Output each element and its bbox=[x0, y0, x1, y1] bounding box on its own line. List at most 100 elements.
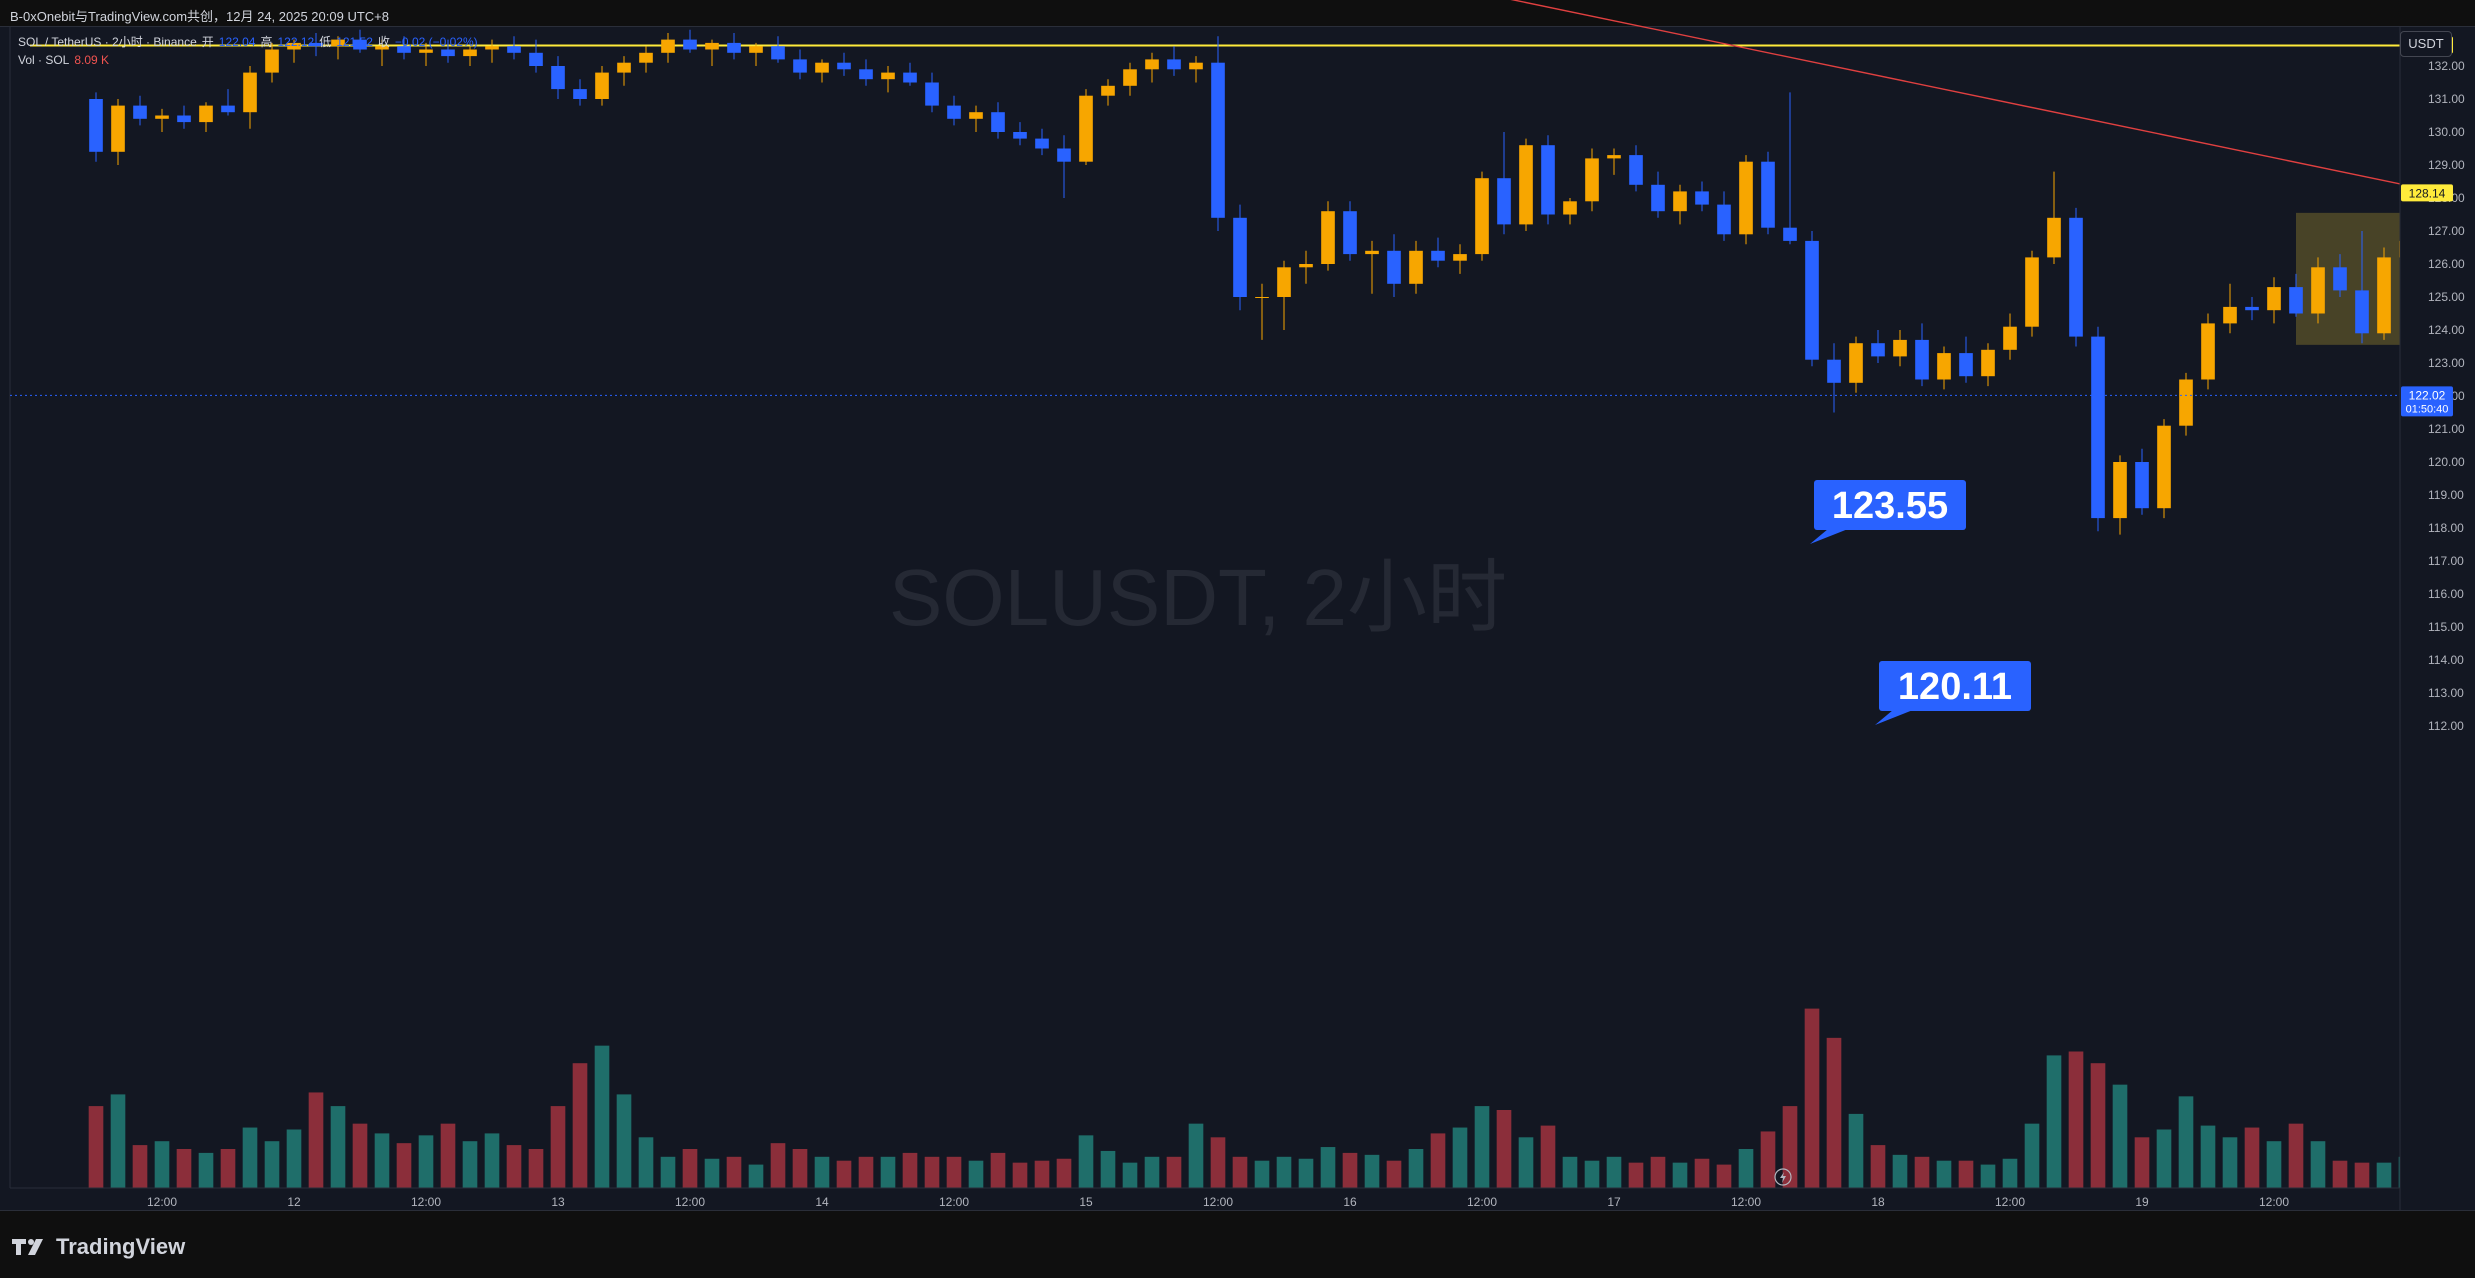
candle-body bbox=[441, 49, 455, 57]
volume-bar bbox=[1584, 1160, 1600, 1188]
candle-body bbox=[2025, 257, 2039, 327]
legend-volume-row: Vol · SOL 8.09 K bbox=[18, 51, 478, 69]
candle-body bbox=[969, 112, 983, 119]
callout-upper-box bbox=[1814, 480, 1966, 530]
volume-bar bbox=[1320, 1147, 1336, 1188]
candle-body bbox=[1035, 138, 1049, 149]
candle-body bbox=[2377, 257, 2391, 334]
candle-body bbox=[2135, 462, 2149, 509]
time-tick-label: 12:00 bbox=[147, 1195, 177, 1209]
candle-body bbox=[1981, 349, 1995, 377]
volume-bar bbox=[1078, 1135, 1094, 1188]
volume-bar bbox=[2156, 1129, 2172, 1188]
candle-body bbox=[573, 89, 587, 99]
trendline[interactable] bbox=[1482, 0, 2475, 541]
price-tick-label: 131.00 bbox=[2428, 92, 2465, 106]
price-tick-label: 129.00 bbox=[2428, 158, 2465, 172]
volume-bar bbox=[1474, 1106, 1490, 1188]
time-tick-label: 19 bbox=[2135, 1195, 2149, 1209]
candle-body bbox=[1783, 227, 1797, 241]
candle-body bbox=[903, 72, 917, 83]
legend-volume-label: Vol · SOL bbox=[18, 53, 70, 67]
candle-body bbox=[375, 46, 389, 50]
volume-bar bbox=[2046, 1055, 2062, 1188]
volume-bar bbox=[1606, 1156, 1622, 1188]
candle-body bbox=[749, 46, 763, 53]
candle-body bbox=[595, 72, 609, 99]
legend-volume-value: 8.09 K bbox=[74, 53, 110, 67]
volume-bar bbox=[792, 1149, 808, 1188]
candle-body bbox=[419, 49, 433, 53]
candle-body bbox=[2003, 326, 2017, 350]
candle-body bbox=[815, 62, 829, 73]
tradingview-brand[interactable]: TradingView bbox=[12, 1234, 185, 1260]
time-tick-label: 12:00 bbox=[1995, 1195, 2025, 1209]
price-tick-label: 116.00 bbox=[2428, 587, 2464, 601]
price-tick-label: 124.00 bbox=[2428, 323, 2465, 337]
volume-bar bbox=[528, 1149, 544, 1188]
callout-upper[interactable]: 123.55 bbox=[1810, 480, 1966, 544]
volume-bar bbox=[638, 1137, 654, 1188]
volume-bar bbox=[770, 1143, 786, 1188]
candle-body bbox=[793, 59, 807, 73]
candle-body bbox=[1959, 353, 1973, 377]
candle-body bbox=[199, 105, 213, 123]
time-tick-label: 18 bbox=[1871, 1195, 1885, 1209]
candle-body bbox=[661, 39, 675, 53]
currency-button[interactable]: USDT bbox=[2400, 31, 2452, 57]
volume-bar bbox=[1188, 1123, 1204, 1188]
volume-bar bbox=[330, 1106, 346, 1188]
price-tick-label: 117.00 bbox=[2428, 554, 2464, 568]
chart-area[interactable]: SOLUSDT, 2小时 123.55 120.11 112.00 113.00 11… bbox=[0, 0, 2475, 1210]
volume-bar bbox=[946, 1156, 962, 1188]
candle-body bbox=[925, 82, 939, 106]
volume-bar bbox=[1122, 1162, 1138, 1188]
candle-body bbox=[1255, 297, 1269, 298]
replay-icon[interactable] bbox=[1774, 1168, 1792, 1186]
tradingview-logo-icon bbox=[12, 1239, 43, 1255]
lightning-icon[interactable] bbox=[1780, 1172, 1786, 1183]
callout-lower-box bbox=[1879, 661, 2031, 711]
candle-body bbox=[1057, 148, 1071, 162]
legend-price-row: SOL / TetherUS · 2小时 · Binance 开 122.04 … bbox=[18, 33, 478, 51]
volume-bar bbox=[1056, 1158, 1072, 1188]
candle-body bbox=[1365, 250, 1379, 255]
callout-lower-text: 120.11 bbox=[1898, 666, 2012, 708]
volume-bar bbox=[1254, 1160, 1270, 1188]
legend-symbol: SOL / TetherUS · 2小时 · Binance bbox=[18, 35, 197, 49]
volume-bar bbox=[880, 1156, 896, 1188]
candle-body bbox=[1563, 201, 1577, 215]
price-tick-label: 125.00 bbox=[2428, 290, 2465, 304]
volume-bar bbox=[2244, 1127, 2260, 1188]
legend-high-value: 122.12 bbox=[277, 35, 315, 49]
volume-bar bbox=[924, 1156, 940, 1188]
volume-bar bbox=[2332, 1160, 2348, 1188]
time-tick-label: 12:00 bbox=[939, 1195, 969, 1209]
candle-body bbox=[617, 62, 631, 73]
candle-body bbox=[837, 62, 851, 70]
price-tick-label: 121.00 bbox=[2428, 422, 2465, 436]
volume-bar bbox=[660, 1156, 676, 1188]
candle-body bbox=[1101, 85, 1115, 96]
volume-bar bbox=[1980, 1164, 1996, 1188]
candle-body bbox=[2157, 425, 2171, 509]
price-scale-marker bbox=[2401, 184, 2453, 202]
candle-body bbox=[1211, 62, 1225, 218]
price-scale-background bbox=[2400, 27, 2475, 1210]
candle-body bbox=[287, 42, 301, 50]
candle-body bbox=[155, 115, 169, 119]
time-tick-label: 12:00 bbox=[2259, 1195, 2289, 1209]
volume-bar bbox=[2068, 1051, 2084, 1188]
candle-body bbox=[1717, 204, 1731, 235]
legend-high-label: 高 bbox=[260, 35, 273, 49]
candle-body bbox=[1343, 211, 1357, 255]
volume-bar bbox=[220, 1149, 236, 1188]
candle-body bbox=[1761, 161, 1775, 228]
candle-body bbox=[1739, 161, 1753, 235]
candle-body bbox=[1189, 62, 1203, 70]
volume-bar bbox=[902, 1152, 918, 1188]
candle-body bbox=[683, 39, 697, 50]
candle-body bbox=[2289, 287, 2303, 314]
callout-lower[interactable]: 120.11 bbox=[1875, 661, 2031, 725]
volume-bar bbox=[1804, 1008, 1820, 1188]
